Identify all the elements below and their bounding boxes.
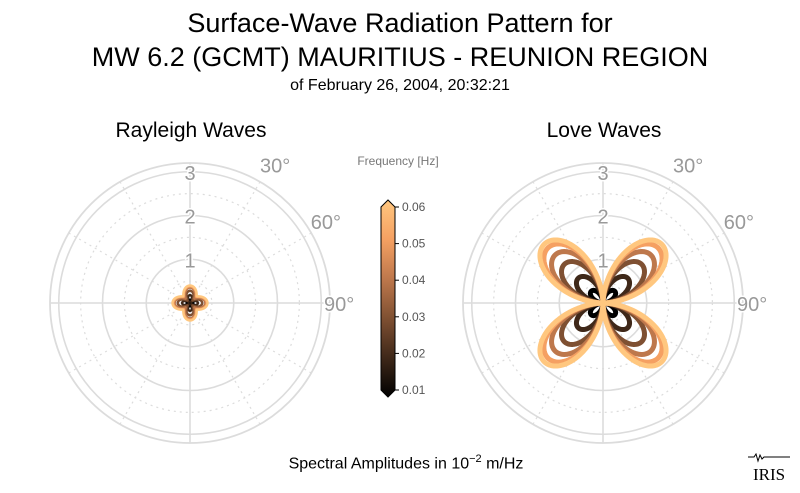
radial-tick-label: 1 xyxy=(184,250,195,272)
figure-title-line-1: Surface-Wave Radiation Pattern for xyxy=(187,8,613,38)
radial-tick-label: 2 xyxy=(184,207,195,229)
angle-tick-label: 60° xyxy=(311,212,341,234)
figure-title-line-2: MW 6.2 (GCMT) MAURITIUS - REUNION REGION xyxy=(91,42,709,72)
radial-tick-label: 3 xyxy=(597,163,608,185)
pattern-curve-0_06 xyxy=(537,237,669,369)
colorbar-tick-label: 0.02 xyxy=(402,346,426,360)
polar-grid-spoke xyxy=(189,181,261,304)
angle-tick-label: 90° xyxy=(324,294,354,316)
angle-tick-label: 90° xyxy=(737,294,767,316)
polar-grid-spoke xyxy=(189,302,312,374)
colorbar-gradient xyxy=(380,199,396,398)
radial-tick-label: 3 xyxy=(184,163,195,185)
iris-logo: IRIS xyxy=(748,453,790,484)
love-polar-panel: 1 2 3 30° 60° 90° xyxy=(462,154,769,444)
rayleigh-panel-title: Rayleigh Waves xyxy=(115,119,267,142)
footer-units-label: Spectral Amplitudes in 10−2 m/Hz xyxy=(0,453,800,473)
footer-prefix: Spectral Amplitudes in 10 xyxy=(288,455,470,473)
frequency-colorbar: Frequency [Hz] 0.06 0.05 0.04 0.03 0.02 0.01 xyxy=(357,154,439,398)
colorbar-tick-label: 0.03 xyxy=(402,310,426,324)
colorbar-label: Frequency [Hz] xyxy=(357,154,438,168)
footer-exponent: −2 xyxy=(469,453,482,465)
logo-text: IRIS xyxy=(753,465,785,484)
polar-grid-spoke xyxy=(119,302,191,425)
colorbar-tick-label: 0.05 xyxy=(402,237,426,251)
polar-grid-spoke xyxy=(119,181,191,304)
love-panel-title: Love Waves xyxy=(546,119,662,142)
radial-tick-label: 2 xyxy=(597,207,608,229)
pattern-curve-0_04 xyxy=(173,286,207,320)
angle-tick-label: 30° xyxy=(260,155,290,177)
footer-suffix: m/Hz xyxy=(481,455,524,473)
polar-grid-spoke xyxy=(189,302,261,425)
angle-tick-label: 60° xyxy=(724,212,754,234)
rayleigh-polar-panel: 1 2 3 30° 60° 90° xyxy=(49,154,356,444)
colorbar-tick-label: 0.06 xyxy=(402,200,426,214)
colorbar-tick-label: 0.04 xyxy=(402,273,426,287)
seismogram-trace-icon xyxy=(748,453,790,463)
figure-subtitle: of February 26, 2004, 20:32:21 xyxy=(290,77,510,94)
angle-tick-label: 30° xyxy=(673,155,703,177)
colorbar-tick-label: 0.01 xyxy=(402,383,426,397)
pattern-curve-0_06 xyxy=(171,284,209,322)
polar-grid-spoke xyxy=(189,232,312,304)
radial-tick-label: 1 xyxy=(597,250,608,272)
